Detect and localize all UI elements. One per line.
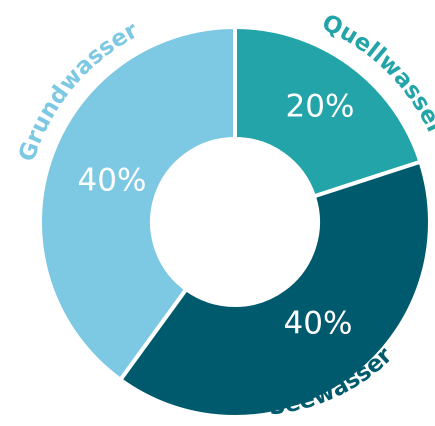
slice-grundwasser bbox=[38, 24, 237, 383]
value-labels: 20% 40% 40% bbox=[78, 89, 355, 342]
slice-quellwasser bbox=[233, 24, 423, 199]
slice-seewasser bbox=[117, 159, 432, 419]
value-label-grundwasser: 40% bbox=[78, 163, 147, 199]
donut-slices bbox=[38, 24, 432, 419]
value-label-quellwasser: 20% bbox=[286, 89, 355, 125]
value-label-seewasser: 40% bbox=[284, 306, 353, 342]
